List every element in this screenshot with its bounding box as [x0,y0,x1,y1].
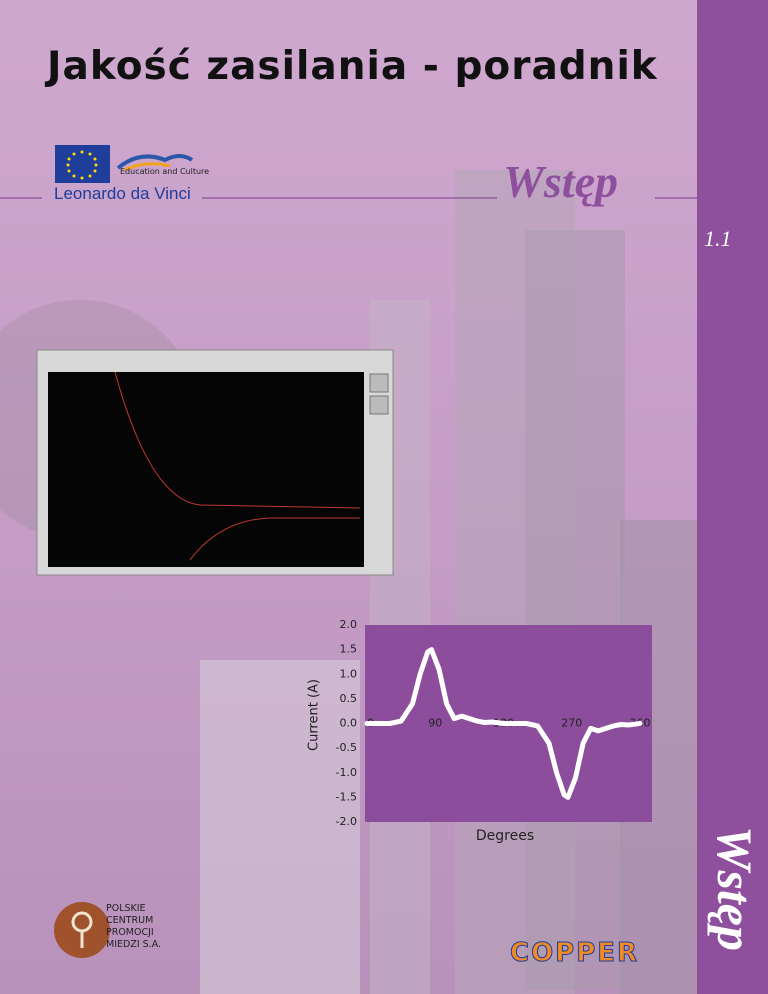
section-number: 1.1 [704,226,732,251]
y-tick-label: -0.5 [336,741,357,754]
pcpm-logo-text: POLSKIE CENTRUM PROMOCJI MIEDZI S.A. [106,903,161,951]
pcpm-line: CENTRUM [106,915,154,926]
y-tick-label: -1.5 [336,790,357,803]
x-tick-label: 90 [428,717,442,730]
eu-caption: Education and Culture [120,167,210,176]
x-axis-label: Degrees [476,828,534,844]
section-title: Wstęp [503,156,618,207]
y-tick-label: 0.5 [340,692,358,705]
y-tick-label: -2.0 [336,815,357,828]
y-tick-label: 0.0 [340,717,358,730]
y-tick-label: 1.0 [340,667,358,680]
y-tick-label: -1.0 [336,766,357,779]
pcpm-line: PROMOCJI [106,927,154,938]
program-name: Leonardo da Vinci [54,184,191,203]
y-tick-label: 2.0 [340,618,358,631]
data-line [364,647,643,800]
y-tick-label: 1.5 [340,643,358,656]
pcpm-line: MIEDZI S.A. [106,939,162,950]
copper-logo: COPPER [509,938,640,969]
title: Jakość zasilania - poradnik [47,44,658,89]
pcpm-line: POLSKIE [106,903,146,914]
x-tick-label: 270 [561,717,582,730]
y-axis-label: Current (A) [307,679,322,751]
